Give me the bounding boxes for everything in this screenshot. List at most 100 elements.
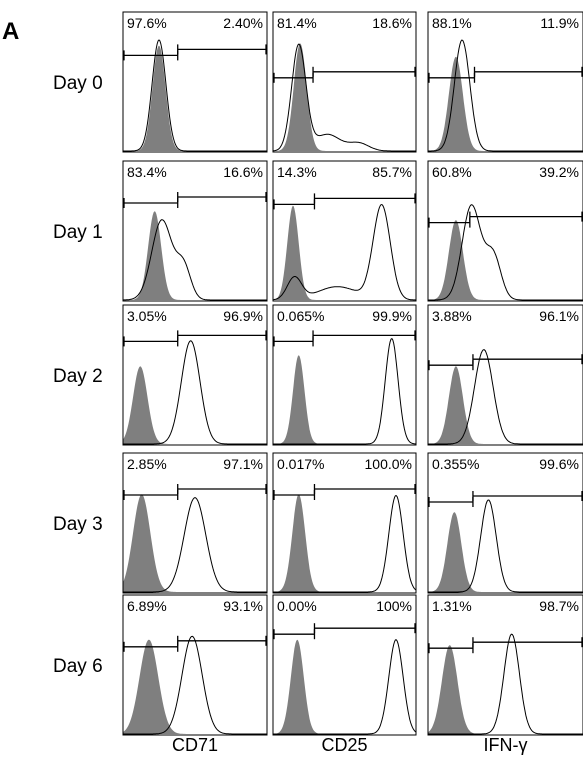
panel-day-6-ifn: 1.31% 98.7% [427,594,583,736]
panel-day-2-cd25: 0.065% 99.9% [272,304,417,446]
negative-percent-label: 0.00% [277,598,317,614]
stained-histogram [428,349,583,445]
row-label-day-3: Day 3 [53,514,103,535]
control-histogram [273,205,416,300]
negative-percent-label: 88.1% [432,15,472,31]
gate-markers [123,635,267,652]
row-label-day-6: Day 6 [53,656,103,677]
row-labels: Day 0 Day 1 Day 2 Day 3 Day 6 [53,73,103,677]
panel-frame [427,11,583,153]
negative-percent-label: 1.31% [432,598,472,614]
stained-histogram [272,204,417,301]
gate-markers [273,330,416,347]
panel-day-2-cd71: 3.05% 96.9% [122,304,268,446]
positive-percent-label: 96.1% [539,308,579,324]
positive-percent-label: 100.0% [365,456,412,472]
control-histogram [428,366,583,444]
panel-frame [122,160,268,302]
panel-day-0-cd71: 97.6% 2.40% [122,11,268,153]
negative-percent-label: 97.6% [127,15,167,31]
panel-day-1-cd71: 83.4% 16.6% [122,160,268,302]
histogram-grid: 97.6% 2.40% 81.4% 18.6% 88.1% 11.9% 83.4% 16.6%… [122,11,583,736]
row-label-day-2: Day 2 [53,366,103,387]
control-histogram [428,56,583,152]
column-label-cd71: CD71 [172,735,218,755]
row-label-day-1: Day 1 [53,222,103,243]
positive-percent-label: 2.40% [223,15,263,31]
gate-markers [273,623,416,640]
panel-frame [122,304,268,446]
control-histogram [273,355,416,444]
panel-day-3-cd25: 0.017% 100.0% [272,452,417,594]
panel-day-1-ifn: 60.8% 39.2% [427,160,583,302]
control-histogram [123,211,267,300]
stained-histogram [273,639,417,735]
negative-percent-label: 83.4% [127,164,167,180]
panel-day-3-ifn: 0.355% 99.6% [427,452,583,594]
panel-day-1-cd25: 14.3% 85.7% [272,160,417,302]
row-label-day-0: Day 0 [53,73,103,94]
panel-frame [122,11,268,153]
stained-histogram [428,204,583,301]
panel-day-0-cd25: 81.4% 18.6% [272,11,417,153]
positive-percent-label: 93.1% [223,598,263,614]
control-histogram [428,220,583,300]
gate-markers [428,66,583,83]
panel-frame [272,304,417,446]
gate-markers [428,211,583,228]
stained-histogram [123,497,267,593]
negative-percent-label: 2.85% [127,456,167,472]
control-histogram [123,45,267,151]
stained-histogram [428,499,583,593]
gate-markers [273,484,416,500]
control-histogram [123,639,267,734]
panel-frame [427,452,583,594]
panel-frame [122,594,268,736]
control-histogram [123,494,267,592]
gate-markers [123,484,267,500]
negative-percent-label: 0.065% [277,308,324,324]
panel-frame [272,11,417,153]
gate-markers [123,330,267,347]
negative-percent-label: 3.88% [432,308,472,324]
control-histogram [273,43,416,151]
panel-letter: A [2,18,19,45]
negative-percent-label: 6.89% [127,598,167,614]
stained-histogram [122,219,267,301]
panel-frame [427,304,583,446]
gate-markers [273,193,416,210]
panel-frame [272,452,417,594]
stained-histogram [428,39,583,152]
panel-day-6-cd25: 0.00% 100% [272,594,417,736]
control-histogram [428,645,583,734]
panel-day-0-ifn: 88.1% 11.9% [427,11,583,153]
stained-histogram [123,39,267,152]
positive-percent-label: 99.9% [372,308,412,324]
gate-markers [273,66,416,83]
negative-percent-label: 81.4% [277,15,317,31]
control-histogram [273,494,416,592]
stained-histogram [273,495,417,593]
positive-percent-label: 97.1% [223,456,263,472]
positive-percent-label: 96.9% [223,308,263,324]
panel-day-6-cd71: 6.89% 93.1% [122,594,268,736]
negative-percent-label: 60.8% [432,164,472,180]
panel-frame [427,594,583,736]
negative-percent-label: 14.3% [277,164,317,180]
column-label-ifn: IFN-γ [484,735,528,755]
stained-histogram [428,633,583,735]
control-histogram [273,639,416,734]
positive-percent-label: 85.7% [372,164,412,180]
stained-histogram [273,337,416,445]
stained-histogram [272,43,416,152]
negative-percent-label: 0.017% [277,456,324,472]
positive-percent-label: 99.6% [539,456,579,472]
panel-day-2-ifn: 3.88% 96.1% [427,304,583,446]
control-histogram [123,366,267,444]
positive-percent-label: 18.6% [372,15,412,31]
panel-day-3-cd71: 2.85% 97.1% [122,452,268,594]
positive-percent-label: 16.6% [223,164,263,180]
negative-percent-label: 3.05% [127,308,167,324]
positive-percent-label: 39.2% [539,164,579,180]
